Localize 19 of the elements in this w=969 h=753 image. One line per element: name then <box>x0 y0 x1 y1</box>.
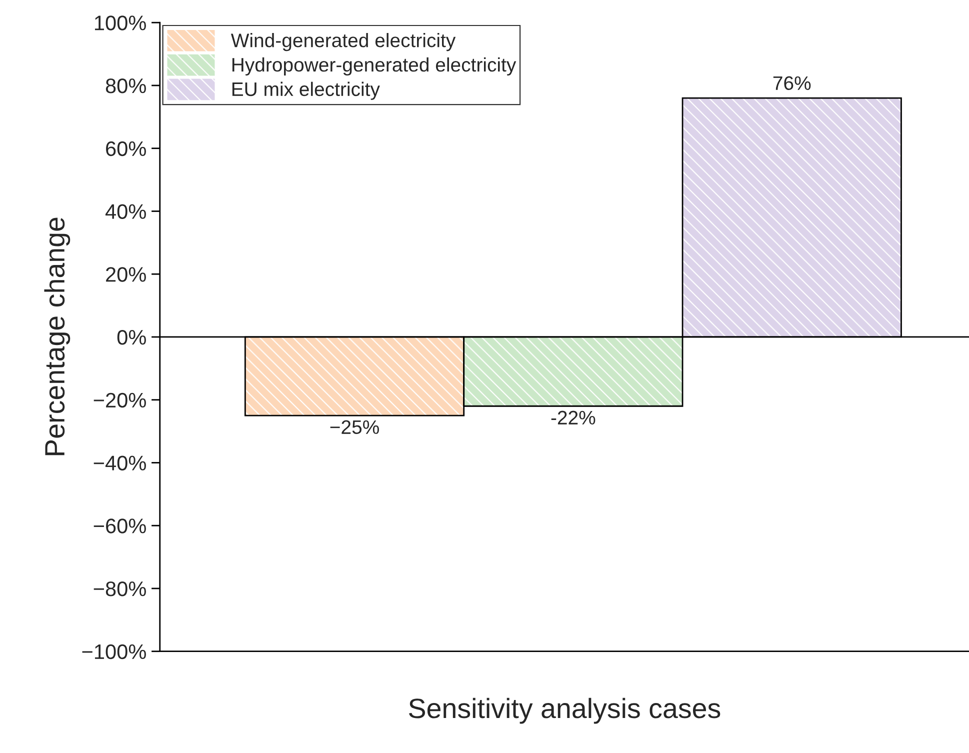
legend-label: Wind-generated electricity <box>230 33 456 52</box>
y-tick-label: 100% <box>95 16 146 30</box>
y-tick-label: −40% <box>94 456 146 470</box>
data-label: 76% <box>773 76 811 90</box>
y-tick-label: 60% <box>106 141 146 156</box>
y-tick-label: −60% <box>94 518 146 534</box>
y-axis-title: Percentage change <box>44 218 70 456</box>
y-tick-label: −100% <box>82 644 146 660</box>
legend-label: Hydropower-generated electricity <box>232 57 516 76</box>
y-tick-label: 0% <box>117 330 146 345</box>
y-tick-label: −20% <box>94 392 146 408</box>
y-tick-label: 20% <box>106 267 146 282</box>
y-tick-label: 40% <box>105 204 146 219</box>
data-label: -22% <box>551 410 596 425</box>
data-label: −25% <box>330 420 379 434</box>
legend-label: EU mix electricity <box>232 82 380 100</box>
y-tick-label: 80% <box>106 78 146 94</box>
x-axis-title: Sensitivity analysis cases <box>409 698 720 724</box>
y-tick-label: −80% <box>94 581 146 596</box>
